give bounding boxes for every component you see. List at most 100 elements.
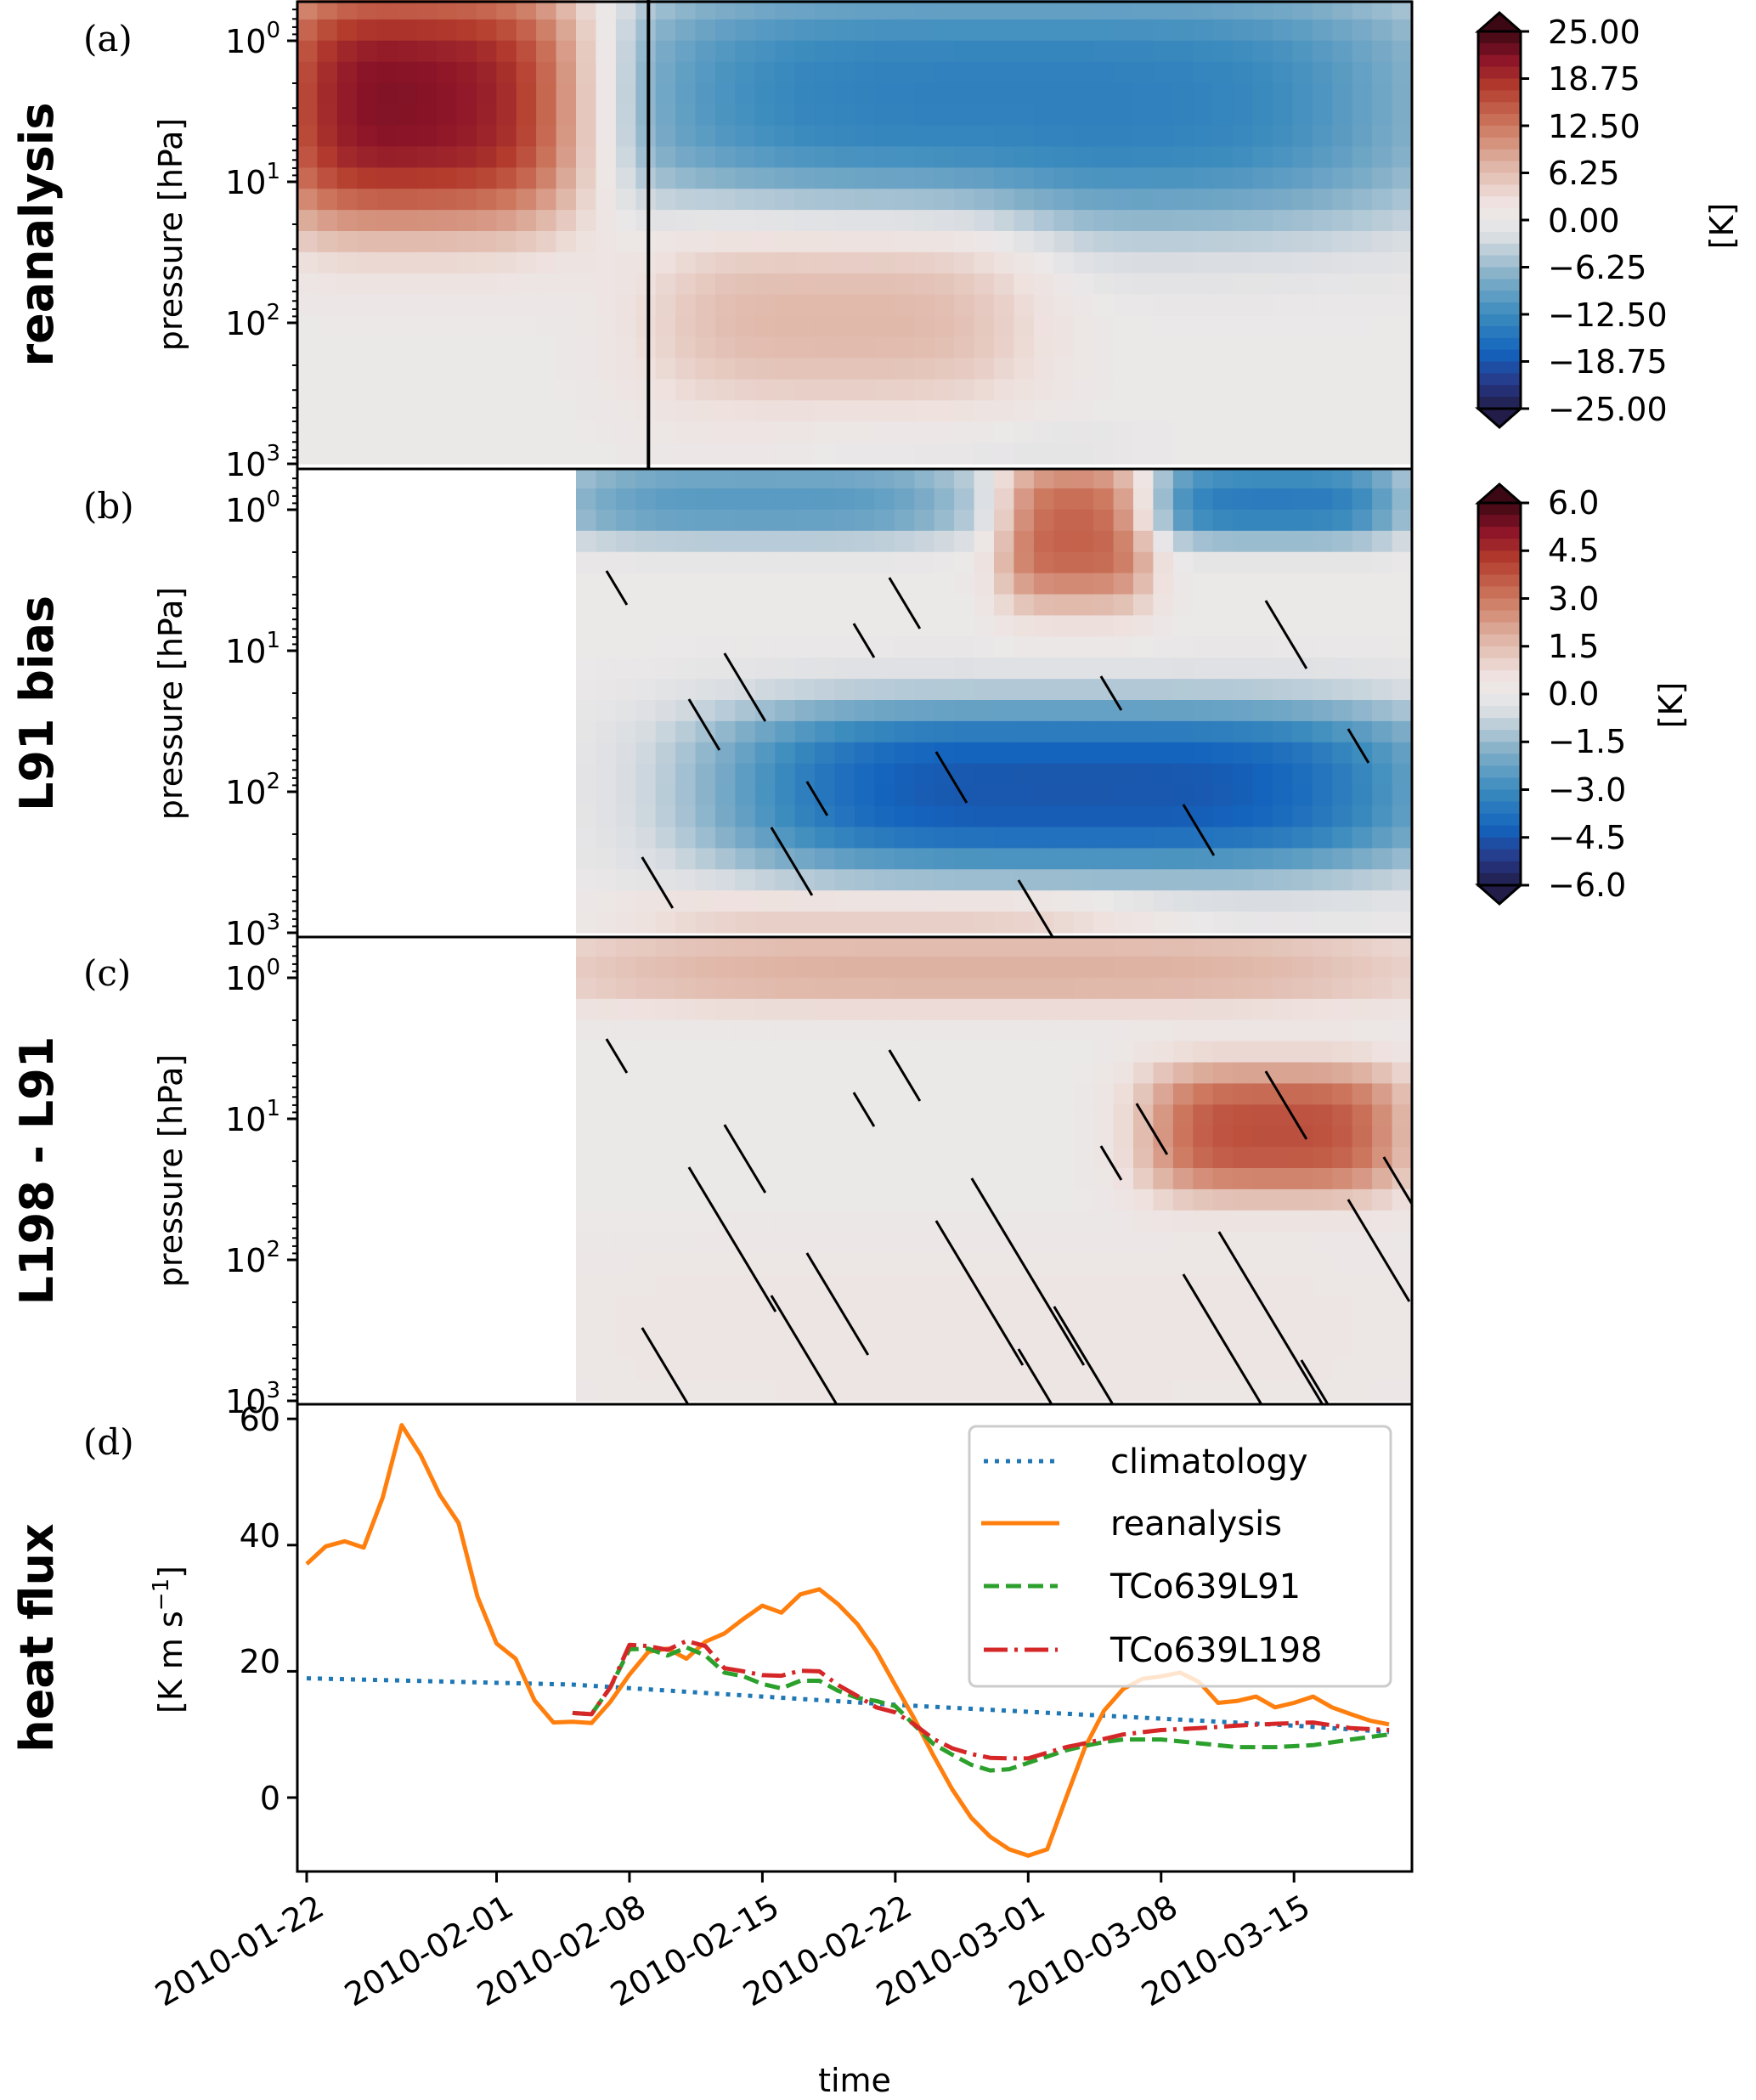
- heatmap-cell: [655, 358, 676, 380]
- heatmap-cell: [1233, 679, 1254, 701]
- heatmap-cell: [954, 19, 975, 42]
- heatmap-cell: [1273, 956, 1293, 979]
- heatmap-cell: [1273, 1062, 1293, 1084]
- heatmap-cell: [1093, 294, 1115, 317]
- heatmap-cell: [1113, 912, 1134, 934]
- cbar-tick-label: 0.00: [1548, 202, 1620, 240]
- heatmap-cell: [376, 19, 398, 42]
- heatmap-cell: [1233, 1231, 1254, 1254]
- heatmap-cell: [1172, 912, 1194, 934]
- heatmap-cell: [754, 379, 776, 401]
- heatmap-cell: [974, 594, 995, 616]
- heatmap-cell: [1252, 636, 1273, 658]
- heatmap-cell: [934, 937, 955, 957]
- heatmap-cell: [1014, 998, 1035, 1021]
- heatmap-cell: [1133, 336, 1154, 359]
- heatmap-cell: [655, 273, 676, 296]
- heatmap-cell: [754, 358, 776, 380]
- heatmap-cell: [855, 956, 875, 979]
- heatmap-cell: [855, 551, 875, 574]
- heatmap-cell: [635, 615, 657, 637]
- heatmap-cell: [1113, 937, 1134, 957]
- heatmap-cell: [1073, 1083, 1094, 1105]
- heatmap-cell: [615, 937, 636, 957]
- heatmap-cell: [1153, 573, 1174, 596]
- heatmap-cell: [1212, 40, 1234, 63]
- heatmap-cell: [715, 1104, 736, 1126]
- heatmap-cell: [1312, 700, 1333, 722]
- heatmap-cell: [874, 1252, 895, 1275]
- heatmap-cell: [1392, 421, 1412, 443]
- heatmap-cell: [775, 1358, 796, 1380]
- heatmap-cell: [695, 469, 716, 489]
- heatmap-cell: [336, 0, 358, 20]
- heatmap-cell: [1153, 956, 1174, 979]
- heatmap-cell: [1392, 679, 1412, 701]
- heatmap-cell: [556, 104, 577, 127]
- heatmap-cell: [1133, 530, 1154, 553]
- heatmap-cell: [1033, 551, 1054, 574]
- heatmap-cell: [655, 937, 676, 957]
- heatmap-cell: [1273, 104, 1293, 127]
- heatmap-cell: [1033, 146, 1054, 168]
- heatmap-cell: [815, 509, 836, 532]
- heatmap-cell: [874, 1188, 895, 1211]
- heatmap-cell: [994, 315, 1014, 338]
- heatmap-cell: [1193, 294, 1214, 317]
- heatmap-cell: [1133, 763, 1154, 786]
- heatmap-cell: [615, 294, 636, 317]
- heatmap-cell: [1352, 805, 1373, 828]
- heatmap-cell: [934, 1188, 955, 1211]
- heatmap-cell: [1172, 1062, 1194, 1084]
- heatmap-cell: [1312, 251, 1333, 274]
- heatmap-cell: [1053, 1168, 1075, 1190]
- heatmap-cell: [1233, 251, 1254, 274]
- heatmap-cell: [695, 869, 716, 891]
- heatmap-cell: [1033, 1358, 1054, 1380]
- heatmap-cell: [815, 956, 836, 979]
- hatch-mark: [1347, 728, 1370, 764]
- heatmap-cell: [1252, 937, 1273, 957]
- y-tick-mantissa: 10: [225, 305, 266, 342]
- heatmap-cell: [855, 1380, 875, 1402]
- heatmap-cell: [1153, 848, 1174, 870]
- heatmap-cell: [615, 636, 636, 658]
- heatmap-cell: [397, 336, 418, 359]
- heatmap-cell: [974, 379, 995, 401]
- heatmap-cell: [1153, 742, 1174, 765]
- heatmap-cell: [735, 1083, 756, 1105]
- heatmap-cell: [994, 742, 1014, 765]
- heatmap-cell: [635, 827, 657, 849]
- heatmap-cell: [754, 720, 776, 743]
- heatmap-cell: [855, 869, 875, 891]
- heatmap-cell: [855, 189, 875, 211]
- heatmap-cell: [1372, 379, 1393, 401]
- heatmap-cell: [675, 1083, 697, 1105]
- heatmap-cell: [1153, 294, 1174, 317]
- heatmap-cell: [874, 784, 895, 807]
- heatmap-cell: [735, 890, 756, 912]
- y-tick-exponent: 3: [266, 910, 280, 935]
- heatmap-cell: [1332, 1104, 1353, 1126]
- heatmap-cell: [397, 379, 418, 401]
- heatmap-cell: [735, 1273, 756, 1296]
- heatmap-cell: [794, 1210, 816, 1233]
- heatmap-cell: [735, 784, 756, 807]
- heatmap-cell: [715, 443, 736, 465]
- heatmap-cell: [1033, 869, 1054, 891]
- heatmap-cell: [1172, 998, 1194, 1021]
- heatmap-cell: [1093, 700, 1115, 722]
- heatmap-cell: [596, 1062, 617, 1084]
- heatmap-cell: [934, 104, 955, 127]
- heatmap-cell: [934, 1358, 955, 1380]
- heatmap-cell: [914, 189, 935, 211]
- heatmap-cell: [815, 189, 836, 211]
- heatmap-cell: [635, 912, 657, 934]
- heatmap-cell: [576, 1380, 596, 1402]
- heatmap-cell: [635, 61, 657, 84]
- heatmap-cell: [1033, 509, 1054, 532]
- colorbar-bias-segment: [1478, 801, 1521, 815]
- heatmap-cell: [1053, 956, 1075, 979]
- heatmap-cell: [715, 210, 736, 232]
- heatmap-cell: [496, 104, 517, 127]
